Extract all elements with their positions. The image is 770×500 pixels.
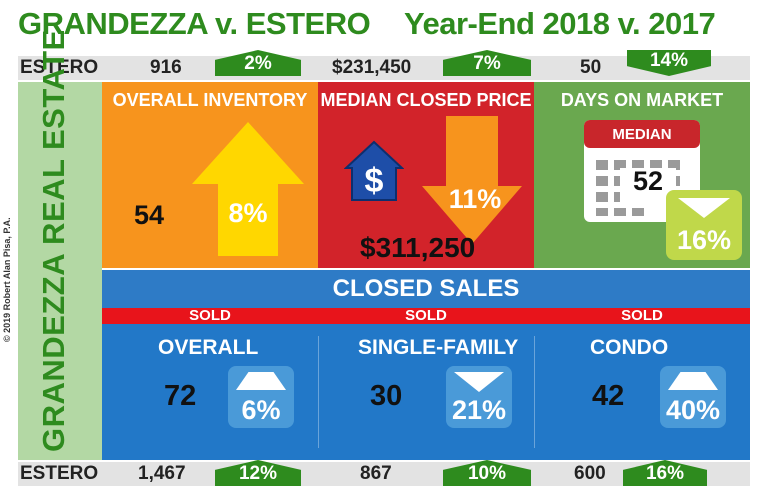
condo-value: 42 xyxy=(592,380,625,412)
closed-sales-title: CLOSED SALES xyxy=(102,270,750,308)
estero-single-family: 867 xyxy=(360,463,392,484)
estero-label: ESTERO xyxy=(20,57,99,78)
down-arrow-icon xyxy=(454,372,504,392)
side-band xyxy=(18,82,102,460)
divider xyxy=(318,336,319,448)
estero-condo-change: 16% xyxy=(623,460,707,486)
condo-title: CONDO xyxy=(590,336,669,359)
estero-condo: 600 xyxy=(574,463,606,484)
inventory-panel: OVERALL INVENTORY 54 8% xyxy=(102,82,318,268)
overall-value: 72 xyxy=(164,380,197,412)
estero-bottom-bar: ESTERO 1,467 12% 867 10% 600 16% xyxy=(18,460,750,486)
down-arrow-icon xyxy=(678,198,730,218)
inventory-value: 54 xyxy=(134,200,165,230)
overall-title: OVERALL xyxy=(158,336,259,359)
price-value: $311,250 xyxy=(360,232,476,263)
estero-days: 50 xyxy=(580,57,602,78)
single-family-change-box: 21% xyxy=(446,366,512,428)
house-dollar-icon: $ xyxy=(344,140,404,201)
divider xyxy=(534,336,535,448)
estero-label: ESTERO xyxy=(20,463,99,484)
days-title: DAYS ON MARKET xyxy=(560,90,724,110)
up-arrow-icon xyxy=(192,122,304,256)
up-arrow-icon xyxy=(236,372,286,390)
single-family-title: SINGLE-FAMILY xyxy=(358,336,519,359)
side-vertical-label: GRANDEZZA REAL ESTATE xyxy=(36,29,71,452)
inventory-change: 8% xyxy=(228,198,268,228)
estero-top-bar: ESTERO 916 2% $231,450 7% 50 14% xyxy=(18,50,750,80)
title-right: Year-End 2018 v. 2017 xyxy=(404,6,716,41)
single-family-change: 21% xyxy=(451,395,507,425)
days-change-box: 16% xyxy=(666,190,742,260)
estero-single-family-change: 10% xyxy=(443,460,531,486)
days-panel: DAYS ON MARKET MEDIAN 52 16% xyxy=(534,82,750,268)
calendar-label: MEDIAN xyxy=(612,126,672,143)
estero-price: $231,450 xyxy=(332,57,412,78)
svg-text:$: $ xyxy=(365,162,384,200)
down-arrow-icon xyxy=(422,116,522,244)
estero-overall: 1,467 xyxy=(138,463,186,484)
estero-overall-change: 12% xyxy=(215,460,301,486)
single-family-value: 30 xyxy=(370,380,403,412)
price-title: MEDIAN CLOSED PRICE xyxy=(320,90,532,110)
title-left: GRANDEZZA v. ESTERO xyxy=(18,6,371,41)
condo-change-box: 40% xyxy=(660,366,726,428)
closed-sales-panel: OVERALL 72 6% SINGLE-FAMILY 30 21% CONDO… xyxy=(102,324,750,460)
estero-days-change: 14% xyxy=(627,50,711,76)
days-value: 52 xyxy=(632,166,664,196)
price-panel: MEDIAN CLOSED PRICE $ 11% $311,250 xyxy=(318,82,534,268)
overall-change: 6% xyxy=(241,395,281,425)
sold-label: SOLD xyxy=(189,307,231,324)
condo-change: 40% xyxy=(665,395,721,425)
up-arrow-icon xyxy=(668,372,718,390)
sold-label: SOLD xyxy=(621,307,663,324)
sold-label: SOLD xyxy=(405,307,447,324)
estero-inventory: 916 xyxy=(150,57,182,78)
overall-change-box: 6% xyxy=(228,366,294,428)
sold-band: SOLD SOLD SOLD xyxy=(102,308,750,324)
estero-inventory-change: 2% xyxy=(215,50,301,76)
inventory-title: OVERALL INVENTORY xyxy=(112,90,308,110)
price-change: 11% xyxy=(448,184,502,214)
days-change: 16% xyxy=(676,225,732,255)
copyright: © 2019 Robert Alan Pisa, P.A. xyxy=(2,217,12,342)
estero-price-change: 7% xyxy=(443,50,531,76)
